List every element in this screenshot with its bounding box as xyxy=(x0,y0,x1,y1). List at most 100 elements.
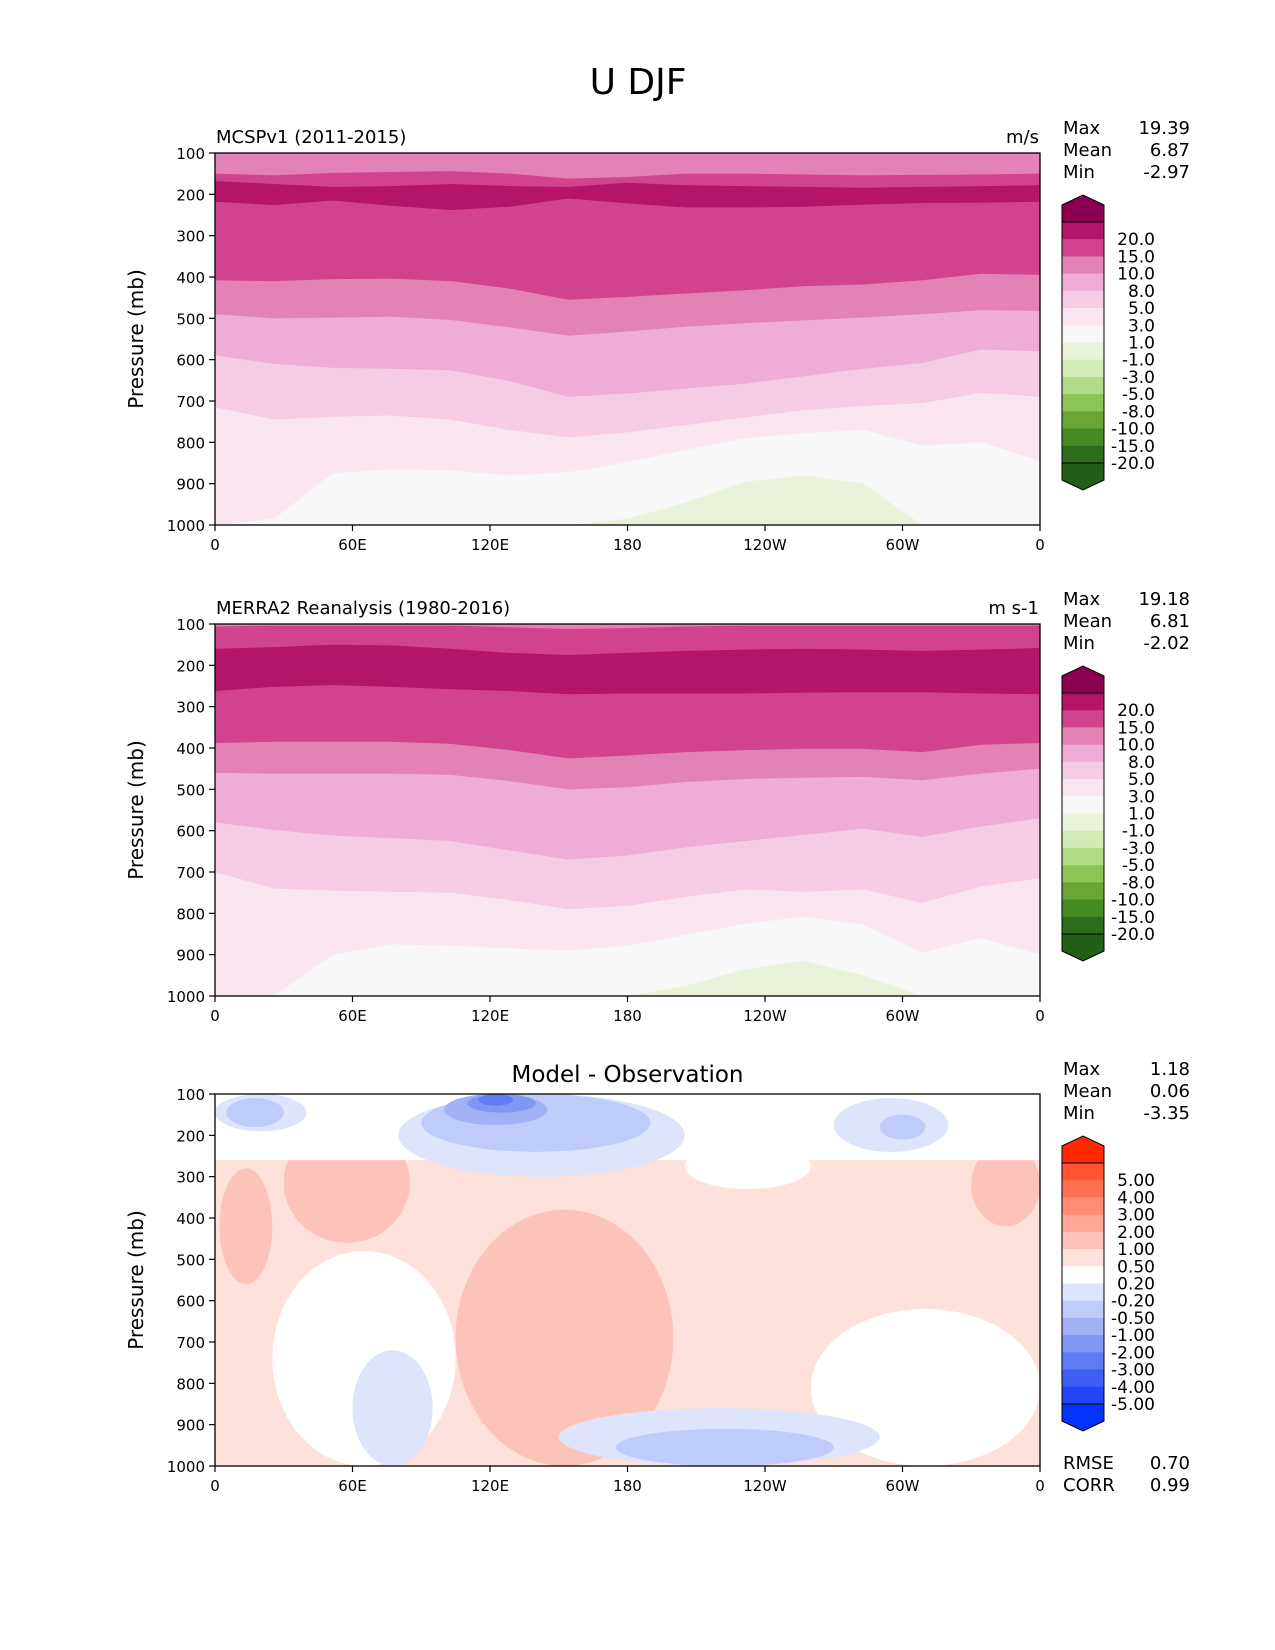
stat-value: 1.18 xyxy=(1150,1059,1190,1080)
x-tick-label: 0 xyxy=(210,1007,220,1025)
y-tick-label: 800 xyxy=(176,905,205,923)
contour-region-13 xyxy=(352,1350,433,1466)
stat-value: -3.35 xyxy=(1143,1103,1190,1124)
contour-region-14 xyxy=(226,1098,284,1128)
colorbar-label: -8.0 xyxy=(1122,402,1155,422)
stat-label: Min xyxy=(1063,162,1095,183)
y-axis-label: Pressure (mb) xyxy=(124,740,148,880)
colorbar-label: -3.00 xyxy=(1111,1361,1155,1381)
contour-region-3 xyxy=(455,1209,674,1466)
x-tick-label: 120W xyxy=(743,1007,787,1025)
units-label: m/s xyxy=(1006,127,1039,148)
colorbar-label: 5.0 xyxy=(1128,770,1155,790)
colorbar-label: -0.50 xyxy=(1111,1309,1155,1329)
stat-label: Max xyxy=(1063,118,1101,139)
x-tick-label: 120W xyxy=(743,536,787,554)
colorbar-label: -10.0 xyxy=(1111,420,1155,440)
colorbar-label: 15.0 xyxy=(1117,718,1155,738)
x-tick-label: 60E xyxy=(338,1007,367,1025)
stat-value: 6.87 xyxy=(1150,140,1190,161)
panel-1: 100 200 300 400 500 600 700 800 900 1000 0 60E 120E 1… xyxy=(124,118,1190,554)
contour-band-6 xyxy=(215,475,1040,525)
y-tick-label: 500 xyxy=(176,781,205,799)
colorbar-label: 2.00 xyxy=(1117,1223,1155,1243)
y-tick-label: 700 xyxy=(176,864,205,882)
stat-value: 0.06 xyxy=(1150,1081,1190,1102)
y-tick-label: 100 xyxy=(176,145,205,163)
figure-title: U DJF xyxy=(590,62,687,103)
colorbar-segment xyxy=(1062,290,1104,309)
colorbar-label: -15.0 xyxy=(1111,908,1155,928)
colorbar-segment xyxy=(1062,256,1104,275)
colorbar-segment xyxy=(1062,239,1104,257)
colorbar-segment xyxy=(1062,796,1104,814)
contour-band-0 xyxy=(215,644,1040,695)
colorbar-label: -3.0 xyxy=(1122,368,1155,388)
colorbar-extend-top xyxy=(1061,1135,1105,1164)
y-tick-label: 700 xyxy=(176,393,205,411)
colorbar-label: 8.0 xyxy=(1128,753,1155,773)
colorbar-segment xyxy=(1062,1231,1104,1250)
stat-label: Min xyxy=(1063,633,1095,654)
x-tick-label: 60E xyxy=(338,536,367,554)
stat-label: Min xyxy=(1063,1103,1095,1124)
colorbar-label: 10.0 xyxy=(1117,265,1155,285)
x-tick-label: 120W xyxy=(743,1477,787,1495)
stat-value: 19.18 xyxy=(1138,589,1190,610)
y-tick-label: 700 xyxy=(176,1334,205,1352)
colorbar-segment xyxy=(1062,830,1104,849)
y-tick-label: 100 xyxy=(176,1086,205,1104)
x-tick-label: 60W xyxy=(886,1477,920,1495)
stat-label: Mean xyxy=(1063,1081,1112,1102)
colorbar-segment xyxy=(1062,1266,1104,1284)
y-tick-label: 1000 xyxy=(167,517,205,535)
colorbar-segment xyxy=(1062,710,1104,728)
panel-2: 100 200 300 400 500 600 700 800 900 1000 0 60E 120E 1… xyxy=(124,589,1190,1025)
contour-region-20 xyxy=(478,1094,513,1106)
y-tick-label: 200 xyxy=(176,186,205,204)
stat-value: -2.97 xyxy=(1143,162,1190,183)
colorbar-label: 1.0 xyxy=(1128,334,1155,354)
colorbar-segment xyxy=(1062,411,1104,430)
contour-region-17 xyxy=(879,1114,926,1140)
y-tick-label: 200 xyxy=(176,657,205,675)
contour-band-0 xyxy=(215,181,1040,211)
y-tick-label: 400 xyxy=(176,1210,205,1228)
colorbar-segment xyxy=(1062,847,1104,866)
colorbar-segment xyxy=(1062,882,1104,901)
colorbar-label: -3.0 xyxy=(1122,839,1155,859)
colorbar-label: -1.0 xyxy=(1122,351,1155,371)
colorbar-label: 20.0 xyxy=(1117,701,1155,721)
colorbar-segment xyxy=(1062,359,1104,378)
stat-value: 0.70 xyxy=(1150,1453,1190,1474)
y-tick-label: 600 xyxy=(176,1293,205,1311)
colorbar-label: -2.00 xyxy=(1111,1343,1155,1363)
colorbar-segment xyxy=(1062,1283,1104,1302)
stat-label: CORR xyxy=(1063,1475,1115,1496)
colorbar-segment xyxy=(1062,899,1104,918)
stat-label: RMSE xyxy=(1063,1453,1114,1474)
colorbar-segment xyxy=(1062,1369,1104,1388)
colorbar-segment xyxy=(1062,727,1104,746)
colorbar-label: 15.0 xyxy=(1117,247,1155,267)
colorbar-extend-top xyxy=(1061,194,1105,223)
colorbar-segment xyxy=(1062,1163,1104,1181)
colorbar-label: 5.0 xyxy=(1128,299,1155,319)
colorbar-label: 0.50 xyxy=(1117,1257,1155,1277)
y-tick-label: 800 xyxy=(176,434,205,452)
colorbar-segment xyxy=(1062,1300,1104,1319)
stat-label: Max xyxy=(1063,1059,1101,1080)
colorbar-segment xyxy=(1062,779,1104,797)
colorbar-segment xyxy=(1062,1386,1104,1405)
x-tick-label: 0 xyxy=(1035,536,1045,554)
colorbar-label: 0.20 xyxy=(1117,1275,1155,1295)
contour-field xyxy=(215,624,1040,996)
panel-3: 100 200 300 400 500 600 700 800 900 1000 0 60E 120E 1… xyxy=(124,1059,1190,1496)
stat-value: 0.99 xyxy=(1150,1475,1190,1496)
x-tick-label: 180 xyxy=(613,1477,642,1495)
colorbar-segment xyxy=(1062,428,1104,447)
colorbar-segment xyxy=(1062,1352,1104,1371)
colorbar-segment xyxy=(1062,273,1104,292)
colorbar-extend-top xyxy=(1061,665,1105,694)
